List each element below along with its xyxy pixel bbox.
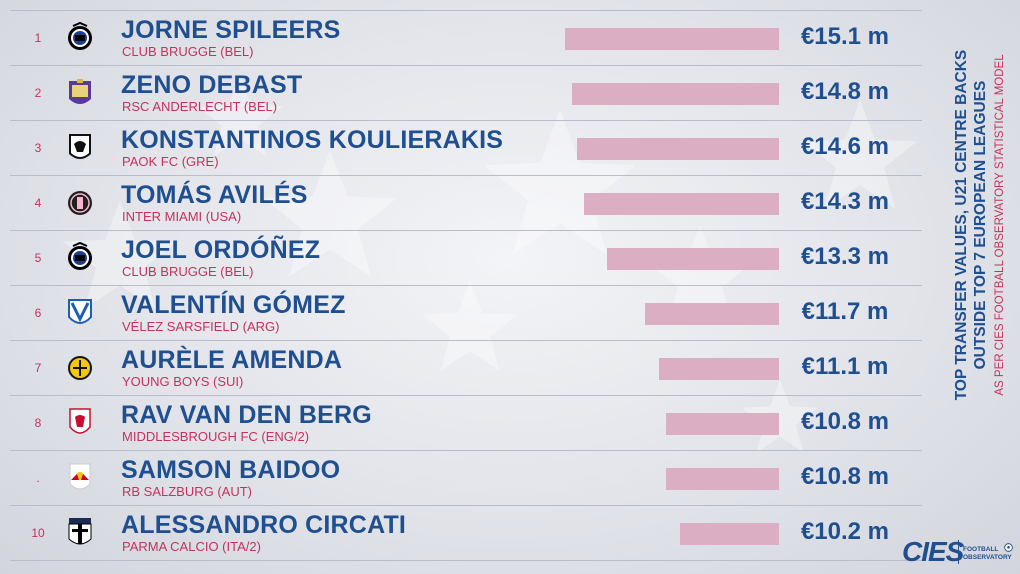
background-star xyxy=(483,110,637,255)
value-bar xyxy=(577,138,779,160)
table-row: 6 VALENTÍN GÓMEZ VÉLEZ SARSFIELD (ARG) €11.… xyxy=(10,285,922,340)
club-label: CLUB BRUGGE (BEL) xyxy=(122,44,254,59)
table-row: 7 AURÈLE AMENDA YOUNG BOYS (SUI) €11.1 m xyxy=(10,340,922,395)
table-row: 10 ALESSANDRO CIRCATI PARMA CALCIO (ITA/2)… xyxy=(10,505,922,561)
club-label: RSC ANDERLECHT (BEL) xyxy=(122,99,278,114)
velez-crest-icon xyxy=(66,292,94,334)
player-name: AURÈLE AMENDA xyxy=(121,346,343,374)
brand-sub-2: OBSERVATORY xyxy=(963,554,1012,561)
rank-label: 4 xyxy=(34,196,42,210)
value-bar xyxy=(607,248,779,270)
value-label: €10.8 m xyxy=(800,463,890,490)
value-label: €11.1 m xyxy=(801,353,889,380)
background-star xyxy=(62,200,178,309)
value-bar xyxy=(666,413,779,435)
parma-crest-icon xyxy=(66,512,94,554)
value-bar xyxy=(565,28,779,50)
value-label: €10.2 m xyxy=(800,518,890,545)
club-label: PAOK FC (GRE) xyxy=(122,154,219,169)
value-label: €14.6 m xyxy=(800,133,890,160)
player-name: TOMÁS AVILÉS xyxy=(121,181,308,209)
club-label: RB SALZBURG (AUT) xyxy=(122,484,253,499)
value-label: €10.8 m xyxy=(800,408,890,435)
value-bar xyxy=(666,468,779,490)
cies-logo: CIES FOOTBALL OBSERVATORY xyxy=(902,528,1014,568)
club-label: INTER MIAMI (USA) xyxy=(122,209,242,224)
table-row: 8 RAV VAN DEN BERG MIDDLESBROUGH FC (ENG/2… xyxy=(10,395,922,450)
player-name: SAMSON BAIDOO xyxy=(121,456,341,484)
subtitle: AS PER CIES FOOTBALL OBSERVATORY STATIST… xyxy=(994,54,1006,396)
table-row: 4 TOMÁS AVILÉS INTER MIAMI (USA) €14.3 m xyxy=(10,175,922,230)
value-label: €11.7 m xyxy=(801,298,889,325)
player-name: ALESSANDRO CIRCATI xyxy=(121,511,407,539)
rank-label: 3 xyxy=(34,141,42,155)
club-label: PARMA CALCIO (ITA/2) xyxy=(122,539,261,554)
club-label: VÉLEZ SARSFIELD (ARG) xyxy=(122,319,280,334)
rank-label: . xyxy=(36,471,40,485)
table-row: 3 KONSTANTINOS KOULIERAKIS PAOK FC (GRE) €1… xyxy=(10,120,922,175)
club-brugge-crest-icon xyxy=(66,237,94,279)
rank-label: 2 xyxy=(34,86,42,100)
rank-label: 6 xyxy=(34,306,42,320)
young-boys-crest-icon xyxy=(66,347,94,389)
table-row: . SAMSON BAIDOO RB SALZBURG (AUT) €10.8 m xyxy=(10,450,922,505)
table-row: 5 JOEL ORDÓÑEZ CLUB BRUGGE (BEL) €13.3 m xyxy=(10,230,922,285)
club-label: YOUNG BOYS (SUI) xyxy=(122,374,244,389)
player-name: RAV VAN DEN BERG xyxy=(121,401,372,429)
rb-salzburg-crest-icon xyxy=(66,457,94,499)
background-star xyxy=(802,100,918,209)
background-star xyxy=(422,280,518,371)
rank-label: 10 xyxy=(31,526,45,540)
background-star xyxy=(263,150,397,277)
value-label: €15.1 m xyxy=(800,23,890,50)
player-name: VALENTÍN GÓMEZ xyxy=(121,291,346,319)
value-bar xyxy=(572,83,779,105)
background-star xyxy=(742,380,818,453)
club-label: CLUB BRUGGE (BEL) xyxy=(122,264,254,279)
title-line-2: OUTSIDE TOP 7 EUROPEAN LEAGUES xyxy=(972,80,989,370)
rank-label: 5 xyxy=(34,251,42,265)
value-bar xyxy=(680,523,779,545)
value-bar xyxy=(659,358,779,380)
rank-label: 7 xyxy=(34,361,42,375)
anderlecht-crest-icon xyxy=(66,72,94,114)
football-icon xyxy=(1004,543,1013,552)
player-name: KONSTANTINOS KOULIERAKIS xyxy=(121,126,504,154)
brand-divider xyxy=(958,540,959,564)
value-label: €13.3 m xyxy=(800,243,890,270)
value-bar xyxy=(645,303,779,325)
player-name: ZENO DEBAST xyxy=(121,71,303,99)
rank-label: 8 xyxy=(34,416,42,430)
background-star xyxy=(647,225,753,325)
club-brugge-crest-icon xyxy=(66,17,94,59)
table-row: 1 JORNE SPILEERS CLUB BRUGGE (BEL) €15.1 m xyxy=(10,10,922,65)
middlesbrough-crest-icon xyxy=(66,402,94,444)
player-name: JORNE SPILEERS xyxy=(121,16,341,44)
title-line-1: TOP TRANSFER VALUES, U21 CENTRE BACKS xyxy=(953,49,970,401)
brand-name: CIES xyxy=(902,536,964,567)
club-label: MIDDLESBROUGH FC (ENG/2) xyxy=(122,429,310,444)
table-row: 2 ZENO DEBAST RSC ANDERLECHT (BEL) €14.8 m xyxy=(10,65,922,120)
value-label: €14.3 m xyxy=(800,188,890,215)
rank-label: 1 xyxy=(34,31,42,45)
background-star xyxy=(197,75,283,157)
inter-miami-crest-icon xyxy=(66,182,94,224)
brand-sub-1: FOOTBALL xyxy=(963,546,999,553)
value-bar xyxy=(584,193,779,215)
side-title: TOP TRANSFER VALUES, U21 CENTRE BACKS OU… xyxy=(940,15,1020,435)
value-label: €14.8 m xyxy=(800,78,890,105)
player-name: JOEL ORDÓÑEZ xyxy=(121,236,321,264)
paok-crest-icon xyxy=(66,127,94,169)
